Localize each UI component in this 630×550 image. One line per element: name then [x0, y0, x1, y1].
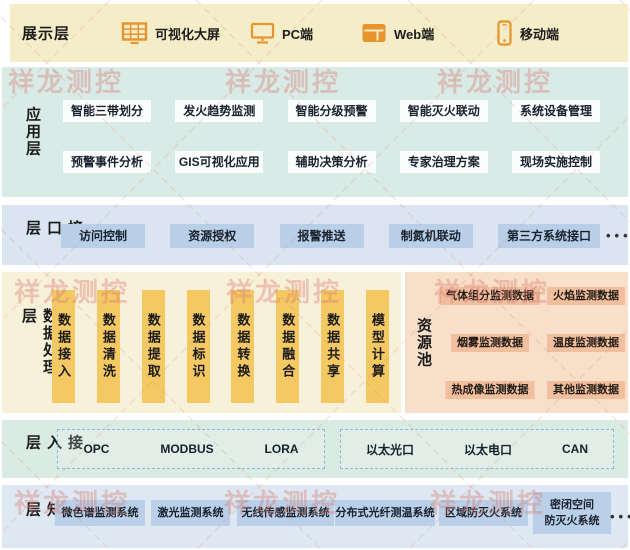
display-layer-label: 展示层: [22, 25, 71, 43]
application-box: 发火趋势监测: [175, 100, 264, 122]
processing-bar: 数据接入: [52, 290, 75, 403]
perception-box: 区域防灭火系统: [439, 500, 528, 526]
application-box: 辅助决策分析: [287, 151, 376, 173]
application-box: 系统设备管理: [512, 100, 600, 122]
perception-box-line1: 密闭空间: [550, 498, 594, 511]
access-protocol-group-1: OPC MODBUS LORA: [57, 429, 325, 469]
perception-box-stacked: 密闭空间 防灭火系统: [533, 492, 611, 534]
perception-box: 激光监测系统: [151, 500, 230, 526]
mobile-icon: [496, 20, 513, 46]
perception-box-line2: 防灭火系统: [544, 515, 600, 527]
web-icon: [361, 22, 387, 44]
application-box: 智能三带划分: [63, 100, 151, 122]
pool-box: 烟雾监测数据: [451, 334, 529, 352]
pool-box: 温度监测数据: [547, 334, 625, 352]
application-row-2: 预警事件分析 GIS可视化应用 辅助决策分析 专家治理方案 现场实施控制: [63, 151, 600, 173]
interface-box: 报警推送: [279, 224, 364, 248]
interface-box: 访问控制: [61, 224, 145, 248]
application-box: 预警事件分析: [63, 151, 151, 173]
display-item-label: 可视化大屏: [155, 26, 221, 42]
interface-box: 第三方系统接口: [498, 224, 600, 248]
processing-bar: 数据转换: [231, 290, 255, 403]
display-layer: 展示层 可视化大屏: [10, 4, 628, 62]
protocol-label: 以太电口: [463, 442, 512, 457]
pool-box: 热成像监测数据: [445, 381, 535, 399]
pool-box: 其他监测数据: [547, 381, 625, 399]
display-item-label: 移动端: [520, 26, 560, 42]
pool-box: 火焰监测数据: [547, 287, 625, 305]
protocol-label: CAN: [561, 442, 588, 456]
protocol-label: LORA: [264, 442, 299, 456]
resource-pool: 资源池 气体组分监测数据 火焰监测数据 烟雾监测数据 温度监测数据 热成像监测数…: [405, 272, 628, 413]
bigscreen-icon: [121, 21, 148, 45]
display-item-label: Web端: [394, 26, 435, 42]
application-layer: 应用层 智能三带划分 发火趋势监测 智能分级预警 智能灭火联动 系统设备管理 预…: [2, 67, 628, 197]
display-item-pc: PC端: [250, 4, 313, 62]
application-box: 智能分级预警: [287, 100, 376, 122]
perception-box: 分布式光纤测温系统: [335, 500, 435, 526]
access-protocol-group-2: 以太光口 以太电口 CAN: [340, 429, 614, 469]
interface-row: 访问控制 资源授权 报警推送 制氮机联动 第三方系统接口: [61, 224, 600, 248]
processing-bar: 数据标识: [186, 290, 210, 403]
application-box: 智能灭火联动: [399, 100, 488, 122]
perception-ellipsis: •••: [610, 509, 630, 524]
pool-box: 气体组分监测数据: [440, 287, 540, 305]
application-box: GIS可视化应用: [175, 151, 264, 173]
application-layer-label: 应用层: [24, 106, 41, 158]
display-item-mobile: 移动端: [496, 4, 559, 62]
processing-bar: 模型计算: [365, 290, 389, 403]
protocol-label: MODBUS: [160, 442, 214, 456]
pc-icon: [250, 21, 275, 45]
application-row-1: 智能三带划分 发火趋势监测 智能分级预警 智能灭火联动 系统设备管理: [63, 100, 600, 122]
perception-layer: 感知层 微色谱监测系统 激光监测系统 无线传感监测系统 分布式光纤测温系统 区域…: [2, 485, 630, 548]
resource-pool-label: 资源池: [415, 317, 432, 368]
interface-box: 资源授权: [170, 224, 255, 248]
access-layer: 接入层 OPC MODBUS LORA 以太光口 以太电口 CAN: [2, 420, 628, 478]
display-item-web: Web端: [361, 4, 434, 62]
application-box: 现场实施控制: [512, 151, 600, 173]
interface-ellipsis: •••: [606, 228, 630, 243]
interface-layer: 接口层 访问控制 资源授权 报警推送 制氮机联动 第三方系统接口 •••: [2, 205, 628, 265]
interface-box: 制氮机联动: [388, 224, 473, 248]
display-item-bigscreen: 可视化大屏: [121, 4, 220, 62]
processing-bar: 数据共享: [321, 290, 345, 403]
processing-bar: 数据提取: [141, 290, 165, 403]
processing-bar: 数据清洗: [96, 290, 120, 403]
protocol-label: OPC: [83, 442, 110, 456]
application-box: 专家治理方案: [399, 151, 488, 173]
display-item-label: PC端: [282, 26, 314, 42]
processing-bar: 数据融合: [276, 290, 300, 403]
data-processing-layer: 数据处理层 数据接入 数据清洗 数据提取 数据标识 数据转换 数据融合 数据共享…: [2, 272, 401, 413]
perception-box: 微色谱监测系统: [55, 500, 145, 526]
protocol-label: 以太光口: [365, 442, 414, 457]
perception-box: 无线传感监测系统: [237, 500, 334, 526]
data-processing-bars: 数据接入 数据清洗 数据提取 数据标识 数据转换 数据融合 数据共享 模型计算: [52, 290, 389, 403]
